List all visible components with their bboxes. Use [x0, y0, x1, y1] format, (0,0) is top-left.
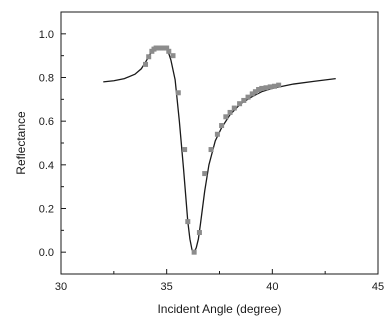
data-point: [252, 89, 258, 95]
data-point: [191, 249, 197, 255]
x-tick-label: 40: [266, 281, 278, 293]
data-point: [237, 101, 243, 107]
y-tick-label: 1.0: [39, 29, 54, 41]
data-point: [170, 53, 176, 59]
y-axis-label: Reflectance: [14, 111, 28, 175]
data-point: [256, 87, 262, 93]
data-point: [276, 82, 282, 88]
data-point: [196, 230, 202, 236]
data-point: [164, 45, 170, 51]
data-point: [245, 94, 251, 100]
data-point: [182, 147, 188, 153]
plot-frame: [60, 11, 379, 275]
data-point: [231, 105, 237, 111]
data-point: [214, 131, 220, 137]
y-tick-label: 0.8: [39, 73, 54, 85]
tick-labels: 30 35 40 45 0.0 0.2 0.4 0.6 0.8 1.0: [39, 29, 384, 293]
data-point: [223, 114, 229, 120]
x-tick-label: 35: [161, 281, 173, 293]
data-point: [267, 84, 273, 90]
y-tick-label: 0.0: [39, 247, 54, 259]
data-point: [259, 85, 265, 91]
data-markers: [143, 45, 282, 255]
data-point: [227, 109, 233, 115]
x-tick-label: 45: [372, 281, 384, 293]
data-point: [175, 90, 181, 96]
data-point: [202, 171, 208, 177]
data-point: [249, 91, 255, 97]
data-point: [143, 61, 149, 67]
tick-marks: [60, 33, 379, 274]
data-point: [208, 147, 214, 153]
x-axis-label: Incident Angle (degree): [157, 302, 281, 316]
data-point: [146, 54, 152, 60]
y-tick-label: 0.4: [39, 160, 54, 172]
data-point: [271, 83, 277, 89]
x-tick-label: 30: [55, 281, 67, 293]
data-point: [166, 48, 172, 54]
fit-curve: [103, 47, 336, 254]
y-tick-label: 0.6: [39, 116, 54, 128]
data-point: [219, 123, 225, 129]
data-point: [263, 85, 269, 91]
y-tick-label: 0.2: [39, 204, 54, 216]
data-point: [185, 219, 191, 225]
data-point: [241, 97, 247, 103]
